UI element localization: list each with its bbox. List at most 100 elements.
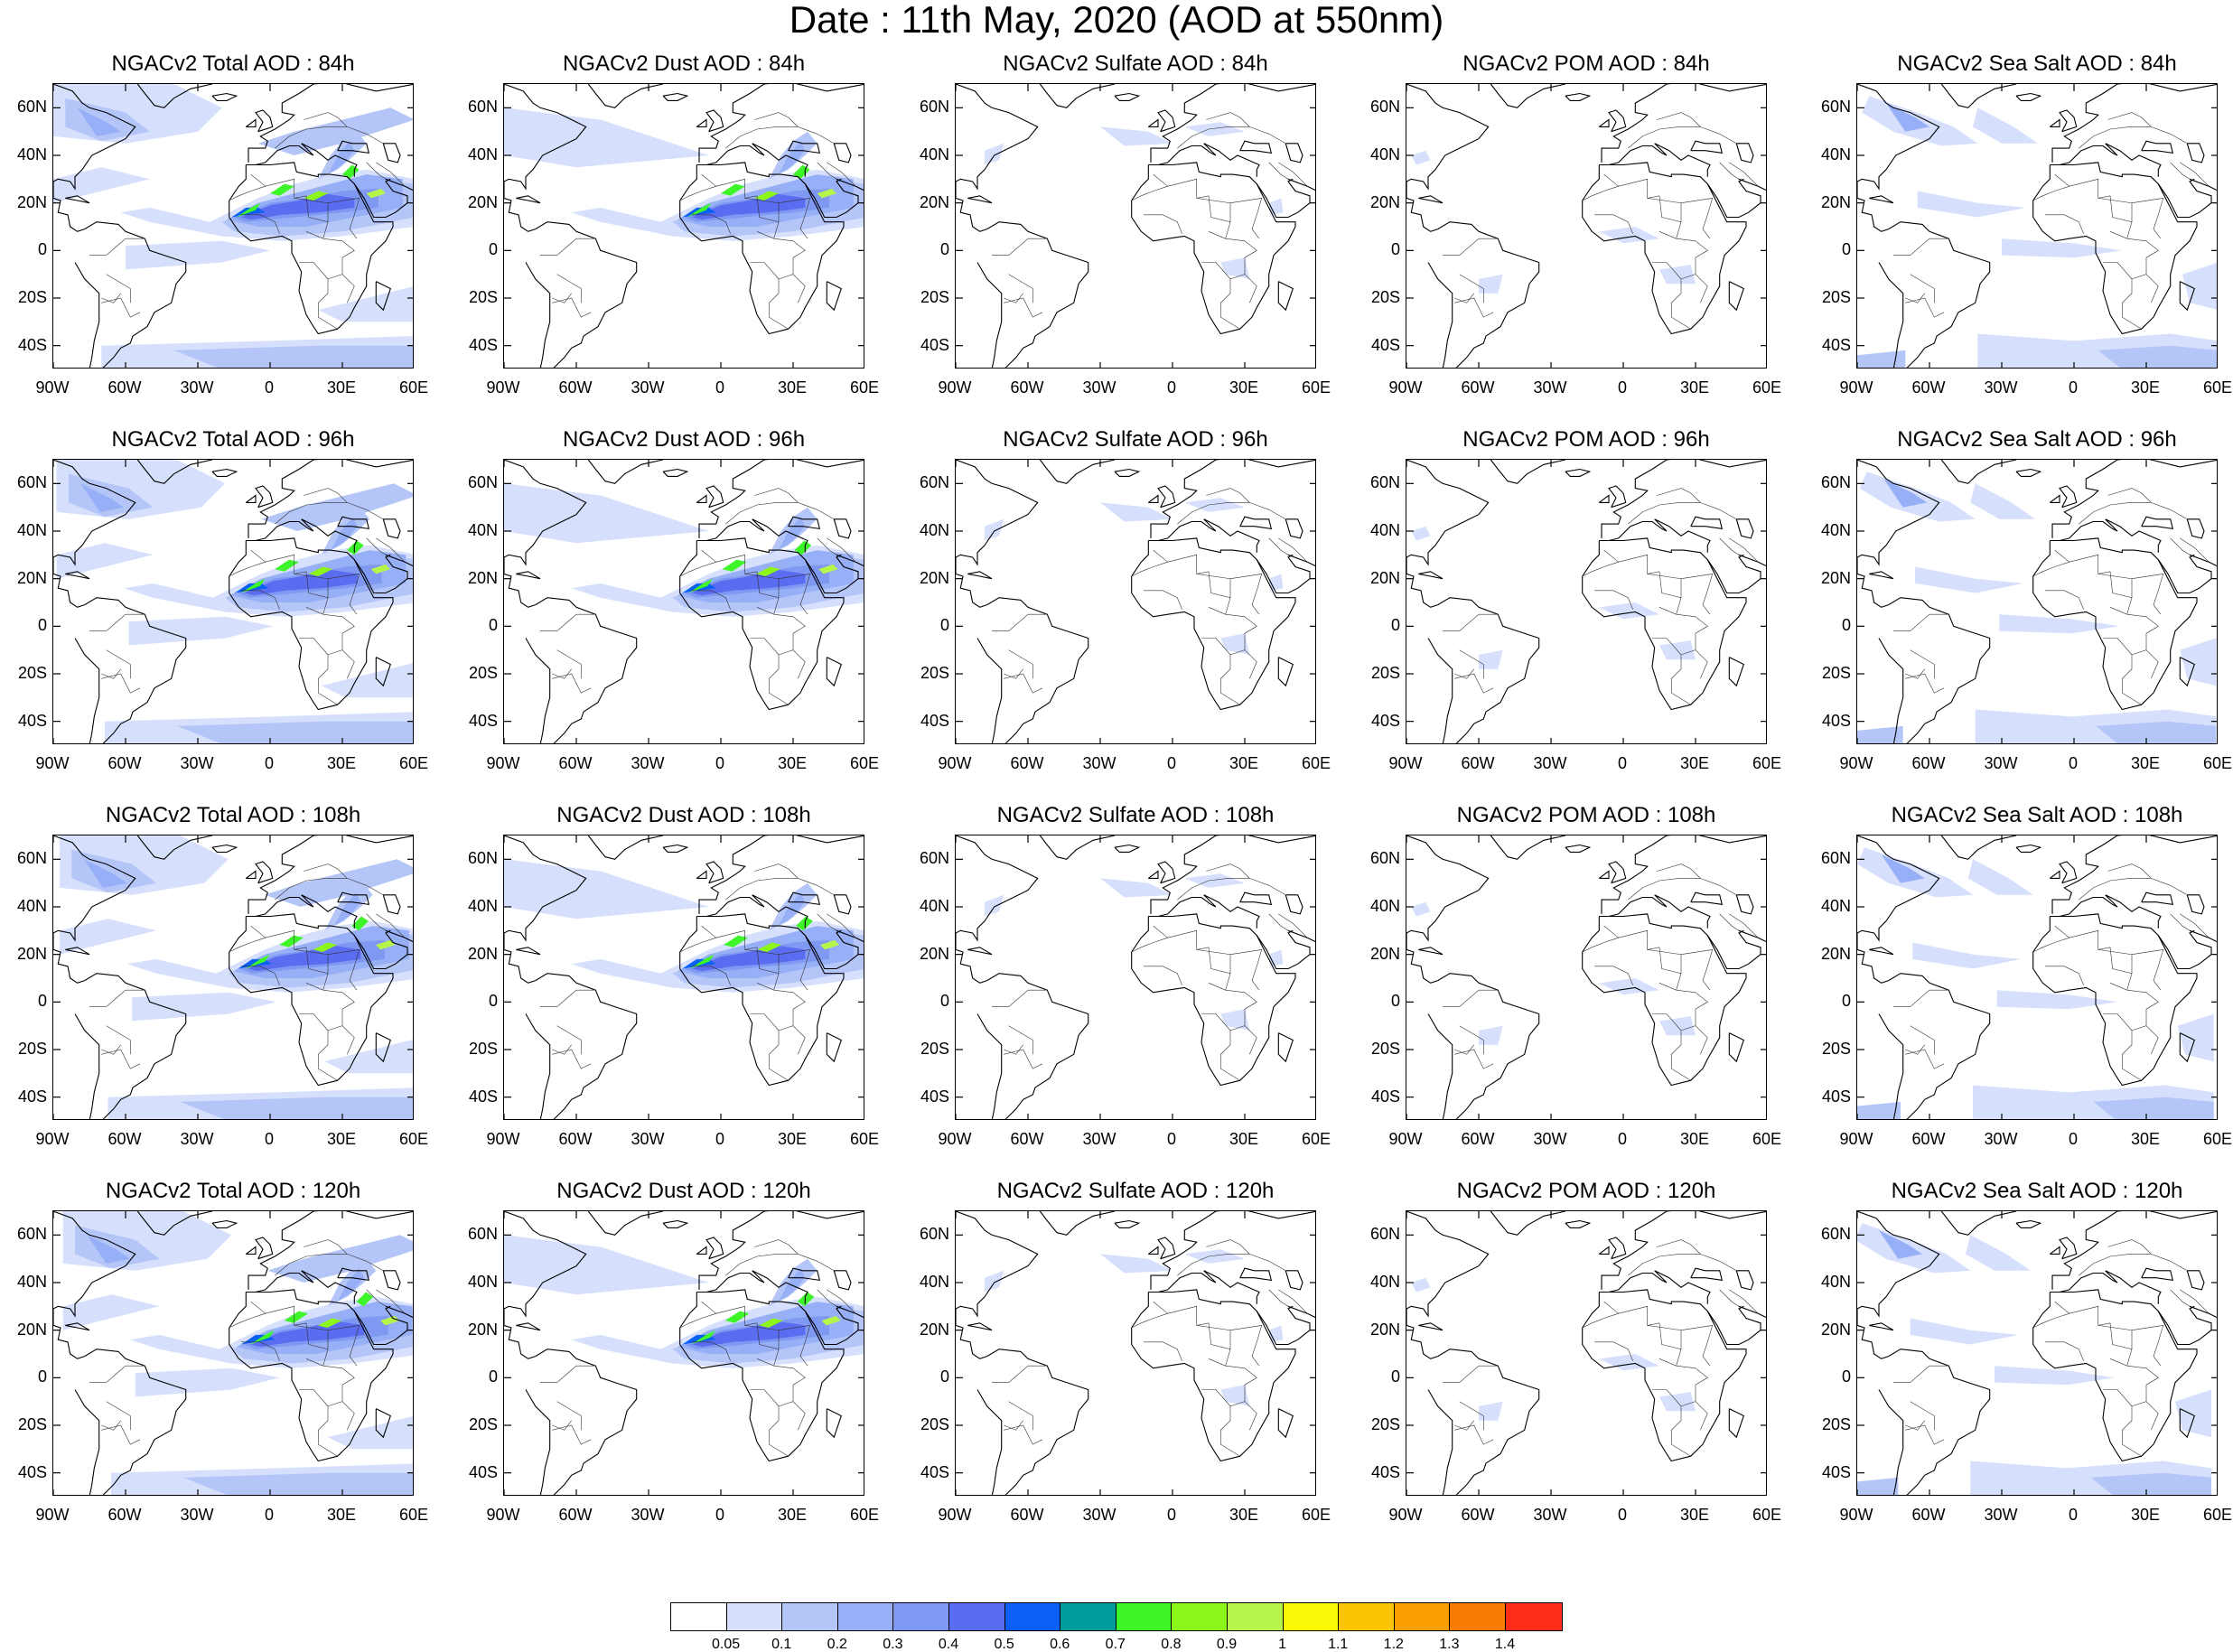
country-border: [540, 613, 596, 631]
lat-tick-label: 40N: [919, 897, 949, 915]
coastline: [382, 518, 401, 539]
coastline: [1285, 143, 1303, 163]
figure-title: Date : 11th May, 2020 (AOD at 550nm): [789, 0, 1444, 41]
lon-tick-label: 60W: [1010, 1506, 1044, 1524]
lon-tick-label: 30W: [1984, 378, 2018, 397]
coastline: [1285, 518, 1303, 539]
country-border: [1196, 195, 1231, 239]
coastline: [1157, 109, 1176, 133]
country-border: [556, 274, 582, 303]
lat-tick-label: 40N: [467, 521, 498, 539]
coastline: [211, 92, 238, 101]
lat-tick-label: 20N: [16, 1320, 47, 1339]
coastline: [1287, 178, 1315, 191]
coastline: [1608, 109, 1627, 133]
coastline: [705, 1237, 724, 1260]
coastline: [1728, 1032, 1744, 1063]
aod-shade: [308, 566, 333, 576]
coastline: [1601, 460, 1766, 538]
coastline: [2141, 891, 2174, 906]
panel-title: NGACv2 POM AOD : 120h: [1456, 1179, 1716, 1203]
country-border: [1652, 638, 1691, 705]
country-border: [265, 1305, 329, 1349]
country-border: [1459, 274, 1484, 303]
aod-shade: [755, 566, 780, 576]
coastline: [1150, 835, 1315, 914]
lat-tick-label: 40S: [920, 1087, 949, 1106]
coastline: [1565, 844, 1592, 853]
country-border: [89, 1365, 145, 1383]
country-border: [679, 549, 717, 577]
lon-tick-label: 30W: [180, 1130, 214, 1148]
colorbar: [670, 1602, 1563, 1631]
lat-tick-label: 20N: [919, 944, 949, 963]
aod-map: [955, 83, 1316, 369]
country-border: [750, 1389, 789, 1457]
lon-tick-label: 60E: [1752, 1130, 1782, 1148]
coastline: [826, 1408, 842, 1439]
aod-shade: [370, 564, 391, 574]
aod-shade: [65, 98, 150, 142]
map-panel: NGACv2 Dust AOD : 96h: [503, 421, 864, 744]
aod-shade: [334, 892, 361, 927]
lat-tick-label: 20S: [468, 1415, 498, 1433]
panel-title: NGACv2 POM AOD : 108h: [1456, 803, 1716, 827]
colorbar-box: [1116, 1603, 1173, 1630]
coastline: [2049, 1246, 2060, 1255]
aod-shade: [1184, 122, 1245, 136]
country-border: [992, 1365, 1048, 1383]
coastline: [84, 221, 187, 368]
aod-shade: [132, 992, 277, 1022]
colorbar-box: [1283, 1603, 1340, 1630]
aod-shade: [688, 578, 713, 593]
country-border: [1454, 668, 1474, 679]
coastline: [1427, 1389, 1453, 1495]
coastline: [1157, 894, 1260, 929]
country-border: [1658, 1358, 1708, 1407]
country-border: [1131, 925, 1169, 953]
coastline: [1406, 1211, 1490, 1359]
country-border: [1680, 574, 1714, 615]
lon-tick-label: 60W: [107, 754, 142, 772]
coastline: [986, 597, 1089, 743]
aod-shade: [1100, 126, 1173, 146]
country-border: [2180, 162, 2210, 187]
country-border: [341, 1025, 355, 1055]
country-border: [1582, 549, 1620, 577]
aod-shade: [689, 954, 715, 969]
lat-tick-label: 40S: [17, 1087, 47, 1106]
country-border: [679, 173, 717, 201]
coastline: [1039, 84, 1116, 108]
country-border: [1618, 178, 1682, 222]
coastline: [976, 1389, 1003, 1495]
aod-shade: [1184, 498, 1245, 512]
country-border: [1004, 297, 1043, 318]
country-border: [305, 231, 355, 280]
lon-tick-label: 60E: [2202, 1130, 2233, 1148]
coastline: [2157, 929, 2212, 970]
coastline: [804, 1305, 859, 1346]
lat-tick-label: 20S: [468, 288, 498, 306]
country-border: [1459, 1025, 1484, 1055]
country-border: [756, 607, 806, 656]
coastline: [1157, 861, 1176, 884]
coastline: [587, 835, 664, 860]
coastline: [1114, 468, 1141, 477]
colorbar-box: [726, 1603, 783, 1630]
aod-map: [503, 83, 864, 369]
country-border: [1719, 1289, 1740, 1307]
panel-title: NGACv2 Dust AOD : 84h: [562, 51, 806, 76]
country-border: [1008, 1025, 1033, 1055]
coastline: [1582, 537, 1747, 711]
map-canvas: [53, 835, 413, 1119]
coastline: [1150, 460, 1315, 538]
lon-tick-label: 60E: [1752, 1506, 1782, 1524]
country-border: [1594, 214, 1633, 235]
coastline: [696, 1246, 707, 1255]
aod-shade: [324, 1040, 413, 1074]
lat-tick-label: 20S: [1370, 664, 1400, 682]
country-border: [778, 949, 811, 991]
coastline: [1287, 1305, 1315, 1319]
lat-tick-label: 40N: [1820, 145, 1851, 163]
country-border: [817, 913, 837, 931]
